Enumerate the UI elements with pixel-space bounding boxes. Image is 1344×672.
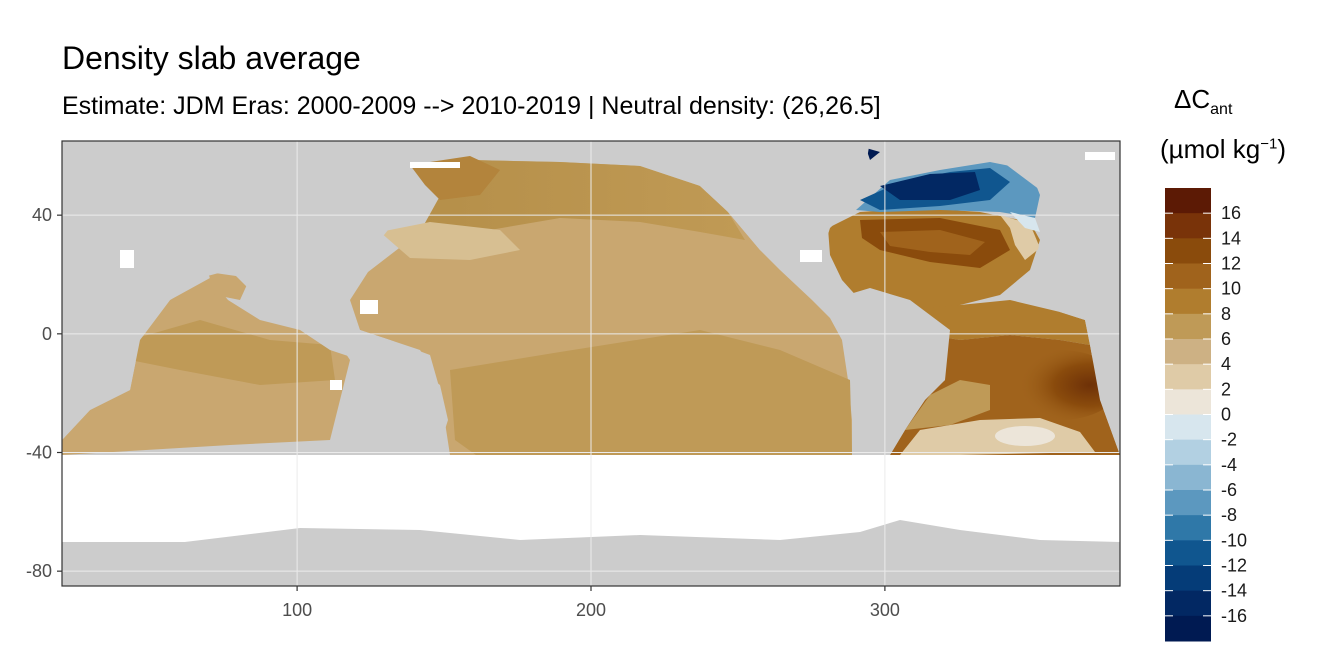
pacific-light-band: [380, 222, 520, 260]
legend-unit: (µmol kg−1): [1160, 134, 1286, 165]
x-tick-label: 300: [870, 600, 900, 620]
legend-label: -16: [1221, 606, 1247, 626]
legend-swatch: [1165, 389, 1211, 415]
legend-swatch: [1165, 288, 1211, 315]
legend-label: -2: [1221, 430, 1237, 450]
map-panel: [62, 141, 1120, 586]
south-pacific-band: [450, 330, 852, 465]
legend-unit-prefix: (µmol kg: [1160, 134, 1261, 164]
legend-swatch: [1165, 213, 1211, 239]
legend-title-main: ΔC: [1174, 84, 1211, 114]
legend-label: 14: [1221, 228, 1241, 248]
legend-swatch: [1165, 313, 1211, 340]
subpolar-pale-edge: [1010, 212, 1040, 232]
africa-land: [62, 141, 230, 440]
chart-title: Density slab average: [62, 40, 361, 76]
legend-swatch: [1165, 490, 1211, 516]
chart-subtitle: Estimate: JDM Eras: 2000-2009 --> 2010-2…: [62, 92, 881, 120]
legend-swatch: [1165, 188, 1211, 214]
legend-label: 12: [1221, 254, 1241, 274]
legend-label: 4: [1221, 354, 1231, 374]
y-tick-label: 40: [32, 205, 52, 225]
legend-label: 8: [1221, 304, 1231, 324]
south-atlantic-pale: [995, 426, 1055, 446]
legend-swatch: [1165, 464, 1211, 491]
labrador-sea: [866, 148, 880, 160]
legend-label: -6: [1221, 480, 1237, 500]
legend-label: -8: [1221, 505, 1237, 525]
south-america-land: [830, 288, 950, 455]
island-mark: [800, 250, 822, 262]
legend-label: -10: [1221, 530, 1247, 550]
legend-swatch: [1165, 565, 1211, 592]
legend-label: -12: [1221, 556, 1247, 576]
legend-unit-sup: −1: [1260, 135, 1278, 153]
indian-ocean-band: [130, 320, 335, 385]
y-tick-label: 0: [42, 324, 52, 344]
land-masses: [62, 141, 1120, 500]
legend-swatch: [1165, 439, 1211, 466]
legend-swatch: [1165, 238, 1211, 264]
legend-swatch: [1165, 590, 1211, 617]
island-mark: [120, 250, 134, 268]
legend-label: 0: [1221, 405, 1231, 425]
west-africa-land: [1030, 240, 1120, 455]
y-axis: 40 0 -40 -80: [26, 205, 62, 581]
x-tick-label: 100: [282, 600, 312, 620]
north-atlantic-inner: [880, 230, 985, 255]
legend-label: 16: [1221, 203, 1241, 223]
legend-title: ΔCant: [1174, 84, 1232, 119]
legend-label: 10: [1221, 279, 1241, 299]
legend-colorbar: 16 14 12 10 8 6 4 2 0 -2 -4 -6 -8 -10 -12 -14 -16: [1165, 188, 1247, 642]
australia-land: [340, 370, 448, 455]
coastal-islands: [120, 152, 1115, 390]
legend-title-sub: ant: [1210, 101, 1233, 119]
island-mark: [360, 300, 378, 314]
brazil-coast-band: [905, 380, 990, 430]
legend-swatch: [1165, 263, 1211, 290]
legend-label: 2: [1221, 379, 1231, 399]
y-tick-label: -40: [26, 443, 52, 463]
gridlines: [62, 141, 1120, 586]
legend-swatch: [1165, 515, 1211, 541]
legend-label: -4: [1221, 455, 1237, 475]
legend-swatch: [1165, 364, 1211, 390]
legend-label: -14: [1221, 581, 1247, 601]
asia-land: [160, 141, 420, 310]
island-mark: [330, 380, 342, 390]
island-mark: [1085, 152, 1115, 160]
south-atlantic-hotspot: [1000, 350, 1120, 420]
north-america-land: [640, 141, 870, 270]
maritime-continent: [300, 320, 430, 368]
legend-swatch: [1165, 615, 1211, 642]
legend-unit-suffix: ): [1277, 134, 1286, 164]
island-mark: [410, 162, 460, 168]
legend-swatch: [1165, 339, 1211, 365]
subpolar-deep: [880, 172, 980, 200]
x-tick-label: 200: [576, 600, 606, 620]
legend-swatch: [1165, 414, 1211, 441]
north-pacific-band: [420, 160, 745, 240]
x-axis: 100 200 300: [282, 586, 900, 620]
y-tick-label: -80: [26, 561, 52, 581]
legend-swatch: [1165, 540, 1211, 566]
legend-label: 6: [1221, 329, 1231, 349]
